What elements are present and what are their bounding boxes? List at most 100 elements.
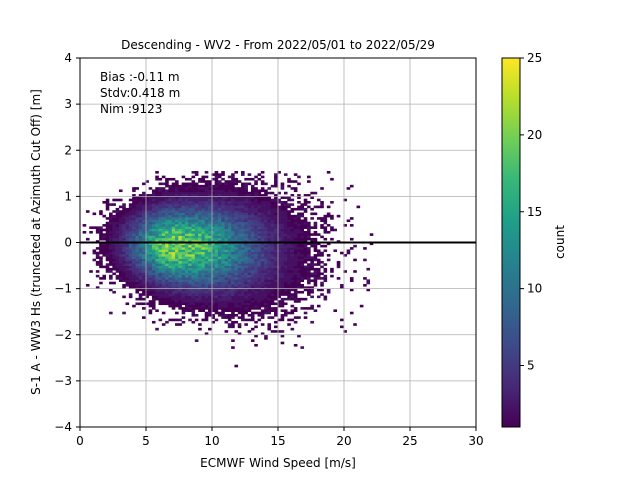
heatmap-cell bbox=[307, 251, 311, 255]
heatmap-cell bbox=[115, 247, 120, 250]
heatmap-cell bbox=[165, 300, 169, 303]
heatmap-cell bbox=[287, 265, 291, 269]
heatmap-cell bbox=[300, 290, 305, 294]
heatmap-cell bbox=[297, 265, 301, 269]
heatmap-cell bbox=[194, 339, 199, 342]
heatmap-cell bbox=[231, 224, 235, 227]
heatmap-cell bbox=[303, 249, 308, 253]
heatmap-cell bbox=[290, 235, 295, 239]
heatmap-cell bbox=[250, 242, 255, 246]
heatmap-cell bbox=[274, 249, 278, 253]
heatmap-cell bbox=[227, 260, 232, 264]
heatmap-cell bbox=[155, 293, 159, 296]
heatmap-cell bbox=[300, 284, 305, 287]
heatmap-cell bbox=[194, 228, 199, 232]
heatmap-cell bbox=[148, 267, 153, 271]
heatmap-cell bbox=[250, 177, 255, 181]
colorbar-gradient bbox=[501, 57, 521, 428]
heatmap-cell bbox=[132, 237, 136, 241]
heatmap-cell bbox=[293, 267, 298, 271]
heatmap-cell bbox=[194, 281, 199, 285]
heatmap-cell bbox=[224, 279, 229, 283]
heatmap-cell bbox=[175, 210, 179, 213]
heatmap-cell bbox=[161, 277, 166, 280]
heatmap-cell bbox=[241, 244, 245, 248]
heatmap-cell bbox=[168, 210, 173, 213]
heatmap-cell bbox=[257, 194, 262, 197]
heatmap-cell bbox=[224, 263, 229, 266]
heatmap-cell bbox=[257, 297, 262, 301]
heatmap-cell bbox=[148, 290, 153, 294]
heatmap-cell bbox=[267, 323, 272, 326]
heatmap-cell bbox=[165, 295, 169, 299]
heatmap-cell bbox=[307, 288, 311, 292]
heatmap-cell bbox=[138, 214, 143, 218]
heatmap-cell bbox=[99, 256, 103, 259]
heatmap-cell bbox=[99, 237, 103, 241]
heatmap-cell bbox=[158, 256, 163, 259]
heatmap-cell bbox=[257, 228, 262, 232]
heatmap-cell bbox=[244, 318, 248, 322]
heatmap-cell bbox=[340, 286, 344, 289]
heatmap-cell bbox=[142, 281, 146, 285]
heatmap-cell bbox=[293, 221, 298, 225]
heatmap-cell bbox=[201, 184, 206, 188]
heatmap-cell bbox=[283, 254, 288, 257]
heatmap-cell bbox=[138, 279, 143, 283]
heatmap-cell bbox=[155, 175, 159, 179]
x-tick-label: 0 bbox=[76, 434, 84, 448]
heatmap-cell bbox=[188, 194, 192, 197]
heatmap-cell bbox=[148, 196, 153, 199]
heatmap-cell bbox=[175, 198, 179, 202]
heatmap-cell bbox=[231, 198, 235, 202]
heatmap-cell bbox=[142, 270, 146, 273]
heatmap-cell bbox=[122, 256, 126, 259]
heatmap-cell bbox=[184, 219, 189, 223]
heatmap-cell bbox=[224, 270, 229, 273]
heatmap-cell bbox=[297, 272, 301, 276]
heatmap-cell bbox=[148, 258, 153, 262]
heatmap-cell bbox=[224, 212, 229, 216]
heatmap-cell bbox=[250, 316, 255, 319]
heatmap-cell bbox=[241, 277, 245, 280]
heatmap-cell bbox=[221, 277, 225, 280]
heatmap-cell bbox=[270, 281, 275, 285]
heatmap-cell bbox=[234, 263, 239, 266]
heatmap-cell bbox=[221, 251, 225, 255]
heatmap-cell bbox=[208, 265, 212, 269]
heatmap-cell bbox=[214, 194, 219, 197]
heatmap-cell bbox=[247, 286, 252, 289]
heatmap-cell bbox=[191, 230, 196, 234]
heatmap-cell bbox=[115, 219, 120, 223]
heatmap-cell bbox=[277, 260, 281, 264]
heatmap-cell bbox=[82, 224, 87, 227]
heatmap-cell bbox=[125, 219, 130, 223]
heatmap-cell bbox=[323, 244, 328, 248]
heatmap-cell bbox=[188, 295, 192, 299]
heatmap-cell bbox=[214, 244, 219, 248]
heatmap-cell bbox=[254, 230, 258, 234]
heatmap-cell bbox=[293, 187, 298, 190]
heatmap-cell bbox=[244, 198, 248, 202]
heatmap-cell bbox=[125, 251, 130, 255]
heatmap-cell bbox=[211, 233, 215, 236]
heatmap-cell bbox=[303, 247, 308, 250]
heatmap-cell bbox=[283, 224, 288, 227]
heatmap-cell bbox=[287, 217, 291, 220]
heatmap-cell bbox=[217, 293, 222, 296]
heatmap-cell bbox=[290, 281, 295, 285]
heatmap-cell bbox=[171, 191, 176, 195]
heatmap-cell bbox=[105, 249, 110, 253]
heatmap-cell bbox=[95, 256, 100, 259]
heatmap-cell bbox=[234, 267, 239, 271]
heatmap-cell bbox=[208, 230, 212, 234]
heatmap-cell bbox=[247, 290, 252, 294]
heatmap-cell bbox=[194, 263, 199, 266]
heatmap-cell bbox=[224, 288, 229, 292]
heatmap-cell bbox=[198, 189, 202, 193]
heatmap-cell bbox=[247, 200, 252, 204]
heatmap-cell bbox=[112, 247, 116, 250]
heatmap-cell bbox=[231, 288, 235, 292]
heatmap-cell bbox=[231, 302, 235, 306]
heatmap-cell bbox=[95, 286, 100, 289]
